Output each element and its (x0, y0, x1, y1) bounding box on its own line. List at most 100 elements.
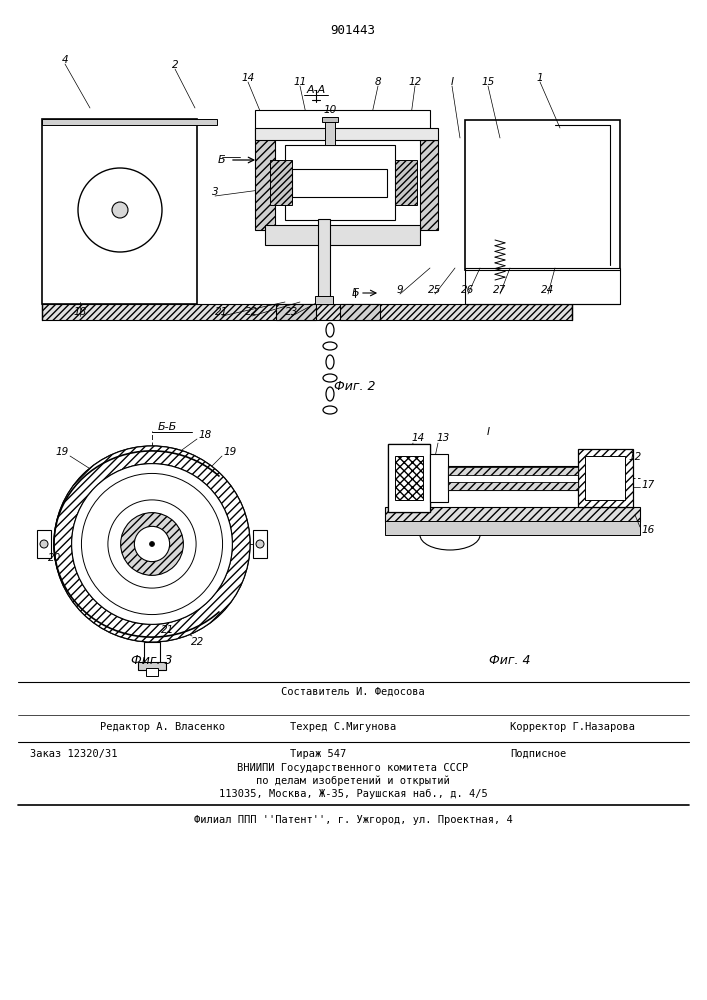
Bar (340, 304, 380, 320)
Bar (50, 125, 190, 300)
Text: 12: 12 (629, 452, 642, 462)
Text: 13: 13 (436, 433, 450, 443)
Text: 113035, Москва, Ж-35, Раушская наб., д. 4/5: 113035, Москва, Ж-35, Раушская наб., д. … (218, 789, 487, 799)
Text: 4: 4 (62, 55, 69, 65)
Bar (470, 124, 615, 267)
Text: 12: 12 (409, 77, 421, 87)
Bar (253, 530, 267, 558)
Text: I: I (486, 427, 489, 437)
Bar (420, 140, 438, 230)
Bar (42, 304, 572, 320)
Circle shape (54, 446, 250, 642)
Text: Тираж 547: Тираж 547 (290, 749, 346, 759)
Bar (292, 174, 387, 192)
Circle shape (81, 473, 223, 615)
Bar (276, 304, 316, 320)
Text: I: I (450, 77, 453, 87)
Text: ВНИИПИ Государственного комитета СССР: ВНИИПИ Государственного комитета СССР (238, 763, 469, 773)
Text: Корректор Г.Назарова: Корректор Г.Назарова (510, 722, 635, 732)
Text: Фиг. 4: Фиг. 4 (489, 654, 531, 666)
Text: 26: 26 (462, 285, 474, 295)
Text: 19: 19 (55, 447, 69, 457)
Bar (448, 482, 578, 490)
Circle shape (121, 513, 183, 575)
Bar (285, 145, 395, 220)
Circle shape (149, 542, 155, 546)
Bar (465, 120, 620, 270)
Bar (318, 219, 330, 304)
Circle shape (78, 168, 162, 252)
Text: Фиг. 3: Фиг. 3 (132, 654, 173, 666)
Bar (265, 225, 420, 245)
Text: 22: 22 (245, 307, 259, 317)
Wedge shape (54, 446, 250, 642)
Text: 8: 8 (375, 77, 381, 87)
Text: 21: 21 (216, 307, 228, 317)
Bar (430, 454, 448, 502)
Text: Составитель И. Федосова: Составитель И. Федосова (281, 687, 425, 697)
Text: 21: 21 (161, 625, 175, 635)
Text: 1: 1 (537, 73, 543, 83)
Bar (395, 160, 417, 205)
Text: 15: 15 (481, 77, 495, 87)
Bar (292, 169, 387, 197)
Bar (260, 113, 425, 125)
Bar (138, 662, 166, 670)
Text: Филиал ППП ''Патент'', г. Ужгород, ул. Проектная, 4: Филиал ППП ''Патент'', г. Ужгород, ул. П… (194, 815, 513, 825)
Bar (385, 507, 640, 522)
Text: Б: Б (351, 288, 359, 298)
Text: 14: 14 (411, 433, 425, 443)
Text: 19: 19 (223, 447, 237, 457)
Bar (448, 466, 578, 490)
Bar (448, 467, 578, 475)
Bar (255, 130, 275, 230)
Text: 10: 10 (323, 105, 337, 115)
Bar (395, 456, 423, 500)
Text: 16: 16 (641, 525, 655, 535)
Text: 17: 17 (641, 480, 655, 490)
Text: 25: 25 (428, 285, 442, 295)
Bar (42, 119, 197, 304)
Circle shape (134, 526, 170, 562)
Bar (322, 117, 338, 122)
Text: А-А: А-А (306, 85, 326, 95)
Circle shape (108, 500, 196, 588)
Text: 901443: 901443 (330, 23, 375, 36)
Text: 27: 27 (493, 285, 507, 295)
Bar (42, 119, 212, 122)
Text: Подписное: Подписное (510, 749, 566, 759)
Text: 22: 22 (192, 637, 204, 647)
Bar (270, 160, 292, 205)
Bar (430, 459, 442, 497)
Text: по делам изобретений и открытий: по делам изобретений и открытий (256, 776, 450, 786)
Text: Заказ 12320/31: Заказ 12320/31 (30, 749, 117, 759)
Bar (465, 268, 620, 304)
Text: 18: 18 (74, 307, 87, 317)
Bar (255, 128, 438, 140)
Bar (144, 642, 160, 664)
Text: 23: 23 (286, 307, 298, 317)
Circle shape (40, 540, 48, 548)
Text: Фиг. 2: Фиг. 2 (334, 380, 375, 393)
Circle shape (256, 540, 264, 548)
Bar (385, 521, 640, 535)
Text: 18: 18 (199, 430, 211, 440)
Bar (37, 530, 51, 558)
Text: Редактор А. Власенко: Редактор А. Власенко (100, 722, 225, 732)
Text: 14: 14 (241, 73, 255, 83)
Bar (325, 120, 335, 145)
Circle shape (71, 464, 233, 624)
Bar (255, 110, 430, 130)
Text: Б-Б: Б-Б (158, 422, 177, 432)
Bar (585, 456, 625, 500)
Text: 20: 20 (48, 553, 62, 563)
Text: 24: 24 (542, 285, 554, 295)
Circle shape (112, 202, 128, 218)
Bar (146, 668, 158, 676)
Text: Техред С.Мигунова: Техред С.Мигунова (290, 722, 396, 732)
Bar (388, 444, 430, 512)
Bar (388, 444, 430, 512)
Text: 11: 11 (293, 77, 307, 87)
Bar (315, 296, 333, 304)
Bar (578, 449, 633, 507)
